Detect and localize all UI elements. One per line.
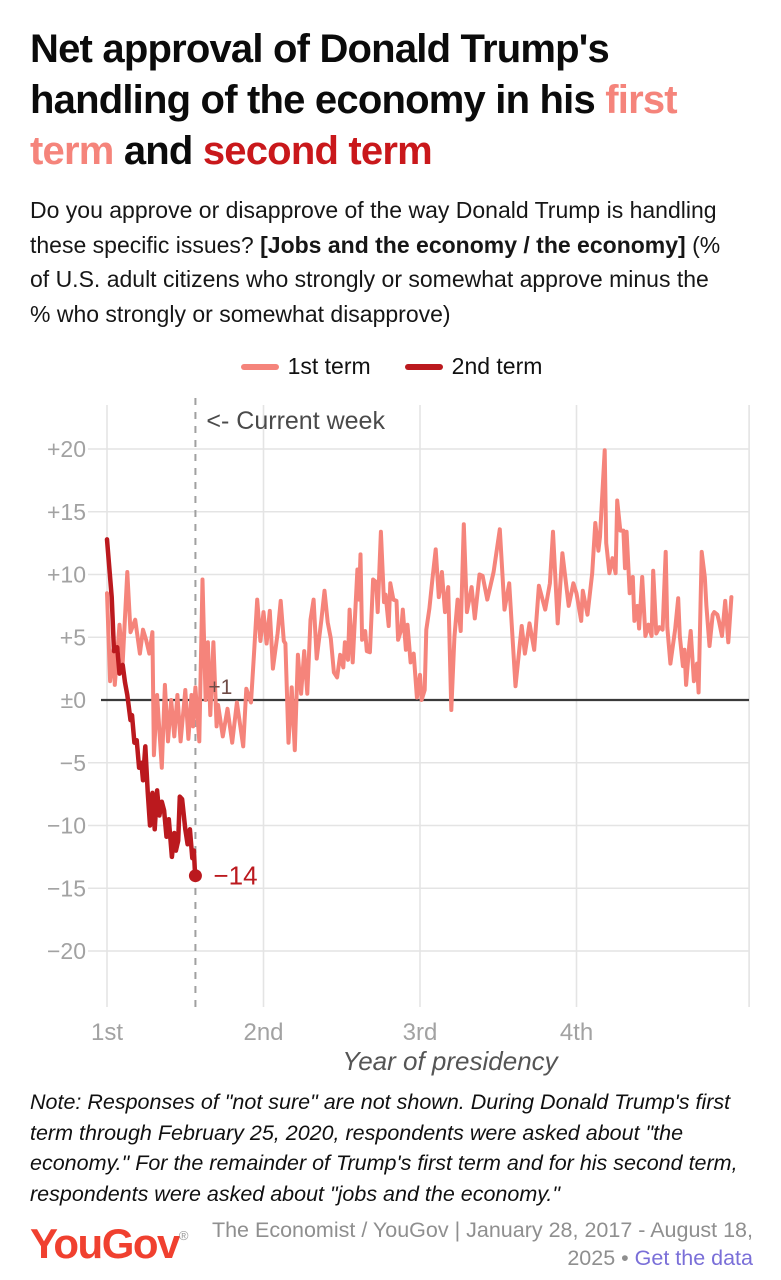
y-tick-label: +5 [60,625,86,651]
chart-area: +20 +15 +10 +5 ±0 −5 −10 −15 −20 1st 2nd 3rd 4th <- C… [30,390,753,1050]
legend-label-2nd-term: 2nd term [451,353,543,380]
subtitle-definition: (% of U.S. adult citizens who strongly o… [30,231,721,327]
y-tick-label: −5 [60,750,86,776]
get-the-data-link[interactable]: Get the data [634,1246,753,1271]
yougov-logo-text: YouGov [30,1220,180,1268]
legend-label-1st-term: 1st term [287,353,371,380]
legend-item-2nd-term: 2nd term [404,353,543,380]
footer: YouGov® The Economist / YouGov | January… [30,1217,753,1273]
legend-swatch-2nd-term [404,363,443,370]
credit-source-range: The Economist / YouGov | January 28, 201… [211,1218,753,1271]
subtitle-question: Do you approve or disapprove of the way … [30,197,717,258]
legend: 1st term 2nd term [30,353,753,380]
yougov-logo: YouGov® [30,1217,188,1265]
y-tick-label: −20 [47,938,86,964]
note-text: Note: Responses of "not sure" are not sh… [30,1090,738,1206]
subtitle-issue-bold: [Jobs and the economy / the economy] [260,231,686,258]
x-tick-label: 4th [560,1019,593,1046]
second-term-value-label: −14 [213,861,257,891]
legend-swatch-1st-term [240,363,279,370]
legend-item-1st-term: 1st term [240,353,371,380]
current-week-label: <- Current week [206,407,385,435]
x-tick-label: 3rd [403,1019,438,1046]
title-first-term-highlight: first term [30,77,678,173]
y-tick-label: −15 [47,876,86,902]
title-main-text: Net approval of Donald Trump's handling … [30,27,610,122]
x-axis-label: Year of presidency [342,1046,558,1077]
approval-line-chart: +20 +15 +10 +5 ±0 −5 −10 −15 −20 1st 2nd 3rd 4th <- C… [47,398,750,1046]
first-term-line [105,448,734,771]
y-tick-label: −10 [47,813,86,839]
chart-subtitle: Do you approve or disapprove of the way … [30,193,725,331]
x-tick-label: 2nd [243,1019,283,1046]
y-tick-label: +10 [47,562,86,588]
second-term-end-dot [188,869,202,883]
y-tick-label: ±0 [61,687,86,713]
page-title: Net approval of Donald Trump's handling … [30,24,753,176]
title-connector: and [113,128,203,173]
second-term-line [104,537,198,879]
y-tick-label: +15 [47,499,86,525]
first-term-value-label: +1 [208,676,232,699]
title-second-term-highlight: second term [202,128,433,173]
registered-trademark-icon: ® [178,1228,189,1244]
credit-text: The Economist / YouGov | January 28, 201… [188,1217,753,1273]
y-tick-label: +20 [47,436,86,462]
x-tick-label: 1st [91,1019,123,1046]
